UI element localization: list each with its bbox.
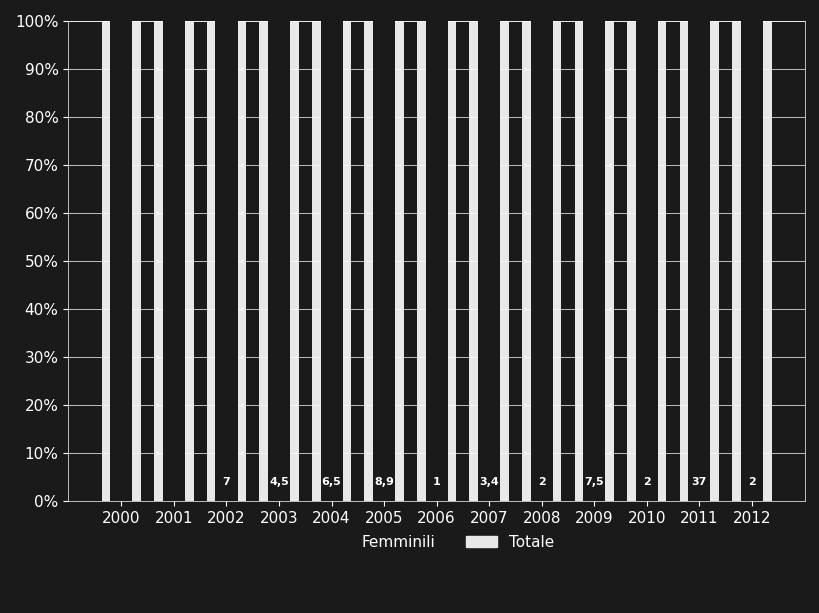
Text: 1: 1 <box>432 477 440 487</box>
Bar <box>687 21 709 501</box>
Bar <box>635 21 657 501</box>
Bar <box>320 21 342 501</box>
Bar <box>163 21 185 501</box>
Bar <box>364 21 403 501</box>
Bar <box>731 21 771 501</box>
Bar <box>268 21 290 501</box>
Text: 3,4: 3,4 <box>478 477 499 487</box>
Bar <box>311 21 351 501</box>
Bar <box>477 21 500 501</box>
Text: 7,5: 7,5 <box>584 477 604 487</box>
Bar <box>740 21 762 501</box>
Bar <box>102 21 141 501</box>
Bar <box>530 21 552 501</box>
Bar <box>679 21 718 501</box>
Text: 8,9: 8,9 <box>373 477 394 487</box>
Text: 6,5: 6,5 <box>321 477 341 487</box>
Bar <box>416 21 455 501</box>
Bar <box>522 21 561 501</box>
Legend: Femminili, Totale: Femminili, Totale <box>313 529 559 556</box>
Bar <box>425 21 447 501</box>
Bar <box>154 21 193 501</box>
Bar <box>111 21 133 501</box>
Bar <box>206 21 246 501</box>
Bar <box>373 21 395 501</box>
Text: 4,5: 4,5 <box>269 477 288 487</box>
Bar <box>468 21 509 501</box>
Bar <box>627 21 666 501</box>
Bar <box>582 21 604 501</box>
Text: 2: 2 <box>747 477 755 487</box>
Text: 37: 37 <box>690 477 706 487</box>
Bar <box>259 21 298 501</box>
Text: 2: 2 <box>537 477 545 487</box>
Text: 2: 2 <box>642 477 649 487</box>
Bar <box>215 21 238 501</box>
Bar <box>574 21 613 501</box>
Text: 7: 7 <box>222 477 230 487</box>
